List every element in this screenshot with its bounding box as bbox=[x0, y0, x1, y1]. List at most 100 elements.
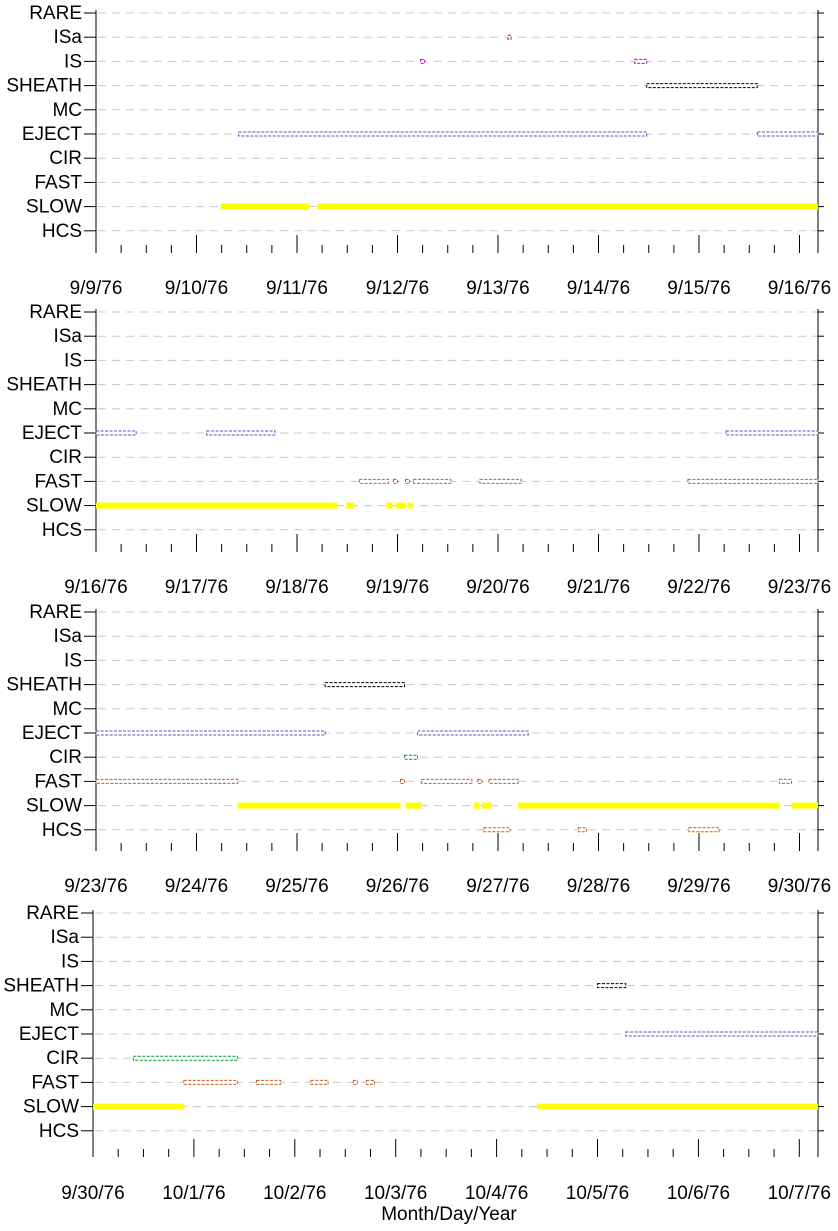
x-tick-label: 9/15/76 bbox=[667, 278, 730, 299]
interval-eject bbox=[238, 131, 648, 137]
interval-fast bbox=[392, 478, 399, 484]
x-tick-label: 9/19/76 bbox=[366, 577, 429, 598]
interval-eject bbox=[95, 730, 326, 736]
x-tick-label: 9/20/76 bbox=[466, 577, 529, 598]
interval-eject bbox=[725, 430, 819, 436]
interval-fast bbox=[183, 1079, 238, 1085]
x-tick-label: 10/4/76 bbox=[465, 1183, 528, 1204]
interval-fast bbox=[687, 478, 819, 484]
interval-fast bbox=[358, 478, 389, 484]
interval-slow bbox=[237, 802, 401, 809]
interval-slow bbox=[386, 502, 393, 509]
interval-slow bbox=[220, 203, 310, 210]
x-tick-label: 10/1/76 bbox=[162, 1183, 225, 1204]
x-tick-label: 9/13/76 bbox=[466, 278, 529, 299]
x-tick-label: 9/17/76 bbox=[165, 577, 228, 598]
x-tick-label: 9/12/76 bbox=[366, 278, 429, 299]
x-tick-label: 9/16/76 bbox=[64, 577, 127, 598]
x-tick-label: 9/30/76 bbox=[768, 876, 831, 897]
y-category-label: EJECT bbox=[19, 1024, 80, 1045]
x-tick-label: 9/22/76 bbox=[667, 577, 730, 598]
y-category-label: CIR bbox=[49, 447, 82, 468]
x-tick-label: 9/27/76 bbox=[466, 876, 529, 897]
interval-cir bbox=[404, 754, 419, 760]
x-tick-label: 9/21/76 bbox=[567, 577, 630, 598]
interval-slow bbox=[536, 1103, 818, 1110]
y-category-label: FAST bbox=[34, 771, 82, 792]
y-category-label: SHEATH bbox=[6, 675, 82, 696]
interval-slow bbox=[407, 502, 413, 509]
interval-cir bbox=[132, 1055, 238, 1061]
interval-fast bbox=[400, 778, 406, 784]
x-axis-title: Month/Day/Year bbox=[381, 1204, 517, 1225]
interval-is bbox=[634, 58, 648, 64]
y-category-label: HCS bbox=[42, 221, 82, 242]
interval-slow bbox=[518, 802, 780, 809]
x-tick-label: 9/9/76 bbox=[70, 278, 123, 299]
y-category-label: IS bbox=[64, 650, 82, 671]
chart-panel-3: RARE ISa IS SHEATH MC EJECT CIR FAST SLOW HCS 9/23… bbox=[6, 602, 831, 897]
interval-slow bbox=[317, 203, 818, 210]
y-category-label: IS bbox=[64, 51, 82, 72]
y-category-label: CIR bbox=[46, 1048, 79, 1069]
interval-eject bbox=[625, 1031, 819, 1037]
x-tick-label: 10/2/76 bbox=[263, 1183, 326, 1204]
interval-fast bbox=[310, 1079, 329, 1085]
y-category-label: SHEATH bbox=[3, 976, 79, 997]
y-category-label: FAST bbox=[34, 471, 82, 492]
interval-eject bbox=[417, 730, 529, 736]
interval-fast bbox=[405, 478, 411, 484]
y-category-label: HCS bbox=[39, 1121, 79, 1142]
interval-slow bbox=[473, 802, 479, 809]
y-category-label: HCS bbox=[42, 820, 82, 841]
interval-sheath bbox=[646, 83, 758, 89]
y-category-label: RARE bbox=[26, 903, 79, 924]
x-tick-label: 9/23/76 bbox=[64, 876, 127, 897]
chart-panel-2: RARE ISa IS SHEATH MC EJECT CIR FAST SLOW HCS 9/16… bbox=[6, 302, 831, 598]
y-category-label: IS bbox=[61, 951, 79, 972]
x-tick-label: 9/28/76 bbox=[567, 876, 630, 897]
x-tick-label: 9/29/76 bbox=[667, 876, 730, 897]
y-category-label: EJECT bbox=[22, 723, 83, 744]
chart-panel-1: RARE ISa IS SHEATH MC EJECT CIR FAST SLOW HCS 9/9/… bbox=[6, 3, 831, 299]
interval-eject bbox=[206, 430, 276, 436]
y-category-label: EJECT bbox=[22, 124, 83, 145]
x-tick-label: 10/5/76 bbox=[566, 1183, 629, 1204]
interval-slow bbox=[405, 802, 422, 809]
interval-fast bbox=[488, 778, 519, 784]
interval-fast bbox=[479, 478, 522, 484]
x-tick-label: 9/18/76 bbox=[265, 577, 328, 598]
y-category-label: RARE bbox=[29, 602, 82, 623]
interval-hcs bbox=[577, 827, 587, 833]
x-tick-label: 9/23/76 bbox=[768, 577, 831, 598]
interval-fast bbox=[95, 778, 239, 784]
interval-is bbox=[420, 58, 426, 64]
y-category-label: RARE bbox=[29, 302, 82, 323]
x-tick-label: 9/10/76 bbox=[165, 278, 228, 299]
y-category-label: SLOW bbox=[23, 1097, 79, 1118]
x-tick-label: 9/24/76 bbox=[165, 876, 228, 897]
interval-hcs bbox=[688, 827, 720, 833]
y-category-label: MC bbox=[52, 699, 82, 720]
interval-fast bbox=[477, 778, 483, 784]
x-tick-label: 9/25/76 bbox=[265, 876, 328, 897]
y-category-label: ISa bbox=[53, 326, 82, 347]
y-category-label: SHEATH bbox=[6, 76, 82, 97]
x-tick-label: 9/26/76 bbox=[366, 876, 429, 897]
interval-fast bbox=[352, 1079, 358, 1085]
chart-panels: RARE ISa IS SHEATH MC EJECT CIR FAST SLOW HCS 9/9/… bbox=[3, 3, 831, 1204]
interval-eject bbox=[756, 131, 819, 137]
y-category-label: MC bbox=[49, 1000, 79, 1021]
x-tick-label: 10/7/76 bbox=[768, 1183, 831, 1204]
y-category-label: IS bbox=[64, 350, 82, 371]
interval-fast bbox=[255, 1079, 282, 1085]
y-category-label: FAST bbox=[31, 1072, 79, 1093]
x-tick-label: 10/6/76 bbox=[667, 1183, 730, 1204]
interval-isa bbox=[507, 34, 512, 40]
interval-slow bbox=[346, 502, 355, 509]
interval-slow bbox=[481, 802, 492, 809]
interval-sheath bbox=[324, 682, 406, 688]
interval-eject bbox=[95, 430, 137, 436]
x-tick-label: 9/11/76 bbox=[266, 278, 328, 299]
